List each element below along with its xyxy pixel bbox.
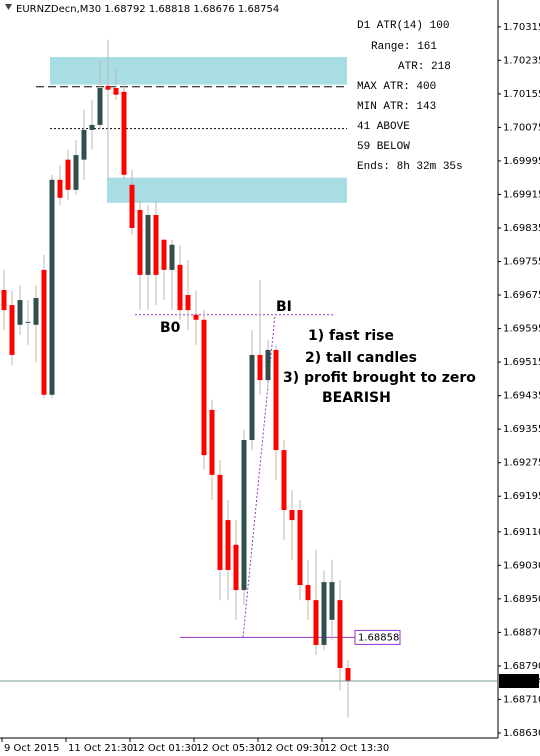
- annotation: BI: [276, 299, 292, 315]
- annotation: BEARISH: [322, 390, 391, 406]
- y-tick-label: 1.69275: [503, 458, 540, 469]
- x-tick-label: 12 Oct 05:30: [196, 743, 261, 754]
- y-tick-label: 1.69435: [503, 391, 540, 402]
- y-tick-label: 1.69675: [503, 290, 540, 301]
- y-tick-label: 1.70315: [503, 22, 540, 33]
- candle-body: [265, 349, 271, 381]
- candle-body: [193, 314, 199, 320]
- x-tick-label: 12 Oct 13:30: [324, 743, 389, 754]
- candle-body: [161, 239, 167, 270]
- candle-body: [49, 179, 55, 395]
- candle-body: [249, 354, 255, 441]
- candle-body: [289, 510, 295, 521]
- candle-body: [329, 582, 335, 620]
- panel-line: MIN ATR: 143: [357, 101, 436, 113]
- title-icon: [5, 4, 12, 10]
- candle-body: [153, 214, 159, 275]
- zone: [107, 177, 347, 203]
- candle-body: [305, 585, 311, 601]
- candle-body: [257, 354, 263, 381]
- candle-body: [169, 244, 175, 270]
- y-tick-label: 1.70075: [503, 122, 540, 133]
- price-label-box: [354, 629, 401, 645]
- candle-body: [273, 349, 279, 451]
- candle-body: [17, 300, 23, 325]
- zone: [50, 56, 347, 85]
- candle-body: [281, 450, 287, 511]
- candle-body: [241, 440, 247, 591]
- candle-body: [129, 184, 135, 228]
- candle-body: [225, 520, 231, 570]
- candle-body: [81, 129, 87, 160]
- candle-body: [209, 409, 215, 475]
- candle-body: [297, 510, 303, 586]
- candle-body: [105, 85, 111, 90]
- candle-body: [9, 305, 15, 355]
- candle-body: [57, 179, 63, 198]
- candle-body: [73, 155, 79, 190]
- panel-line: 59 BELOW: [357, 141, 410, 153]
- candle-body: [145, 214, 151, 275]
- candle-body: [233, 544, 239, 591]
- x-tick-label: 12 Oct 09:30: [260, 743, 325, 754]
- panel-line: 41 ABOVE: [357, 121, 410, 133]
- last-price-label: 1.68754: [502, 676, 540, 687]
- candle-body: [97, 88, 103, 125]
- plot-layer: [0, 0, 499, 739]
- candle-body: [321, 582, 327, 645]
- annotation: 3) profit brought to zero: [283, 370, 476, 386]
- y-tick-label: 1.69755: [503, 257, 540, 268]
- y-tick-label: 1.69995: [503, 156, 540, 167]
- price-label: 1.68858: [358, 632, 399, 643]
- panel-line: Range: 161: [371, 41, 437, 53]
- candle-body: [313, 600, 319, 645]
- candle-body: [65, 159, 71, 190]
- y-tick-label: 1.69355: [503, 424, 540, 435]
- candle-body: [345, 668, 351, 682]
- y-tick-label: 1.69835: [503, 223, 540, 234]
- y-tick-label: 1.68710: [503, 694, 540, 705]
- x-tick-label: 9 Oct 2015: [4, 743, 59, 754]
- y-tick-label: 1.70235: [503, 55, 540, 66]
- y-tick-label: 1.69110: [503, 527, 540, 538]
- candle-body: [201, 319, 207, 456]
- candle-body: [185, 295, 191, 311]
- chart-title: EURNZDecn,M30 1.68792 1.68818 1.68676 1.…: [16, 4, 279, 15]
- annotation: 1) fast rise: [308, 328, 394, 344]
- y-tick-label: 1.69515: [503, 357, 540, 368]
- panel-line: D1 ATR(14) 100: [357, 20, 449, 32]
- candle-body: [41, 269, 47, 395]
- candle-body: [113, 88, 119, 95]
- annotation: B0: [160, 320, 181, 336]
- panel-line: Ends: 8h 32m 35s: [357, 161, 463, 173]
- candle-body: [137, 209, 143, 275]
- panel-line: MAX ATR: 400: [357, 81, 436, 93]
- panel-line: ATR: 218: [398, 61, 451, 73]
- y-tick-label: 1.68630: [503, 728, 540, 739]
- annotation: 2) tall candles: [305, 350, 417, 366]
- candle-body: [25, 321, 31, 323]
- y-tick-label: 1.70155: [503, 89, 540, 100]
- x-tick-label: 11 Oct 21:30: [68, 743, 133, 754]
- y-tick-label: 1.69595: [503, 324, 540, 335]
- y-tick-label: 1.69030: [503, 560, 540, 571]
- y-tick-label: 1.68790: [503, 661, 540, 672]
- candle-body: [33, 297, 39, 325]
- x-tick-label: 12 Oct 01:30: [132, 743, 197, 754]
- candle-body: [89, 124, 95, 130]
- y-tick-label: 1.69195: [503, 491, 540, 502]
- candle-body: [177, 264, 183, 311]
- candle-body: [337, 600, 343, 669]
- candle-body: [1, 290, 7, 311]
- y-tick-label: 1.69915: [503, 189, 540, 200]
- candle-body: [217, 474, 223, 570]
- y-tick-label: 1.68950: [503, 594, 540, 605]
- last-price-box: [499, 674, 539, 689]
- candle-body: [121, 91, 127, 175]
- y-tick-label: 1.68870: [503, 627, 540, 638]
